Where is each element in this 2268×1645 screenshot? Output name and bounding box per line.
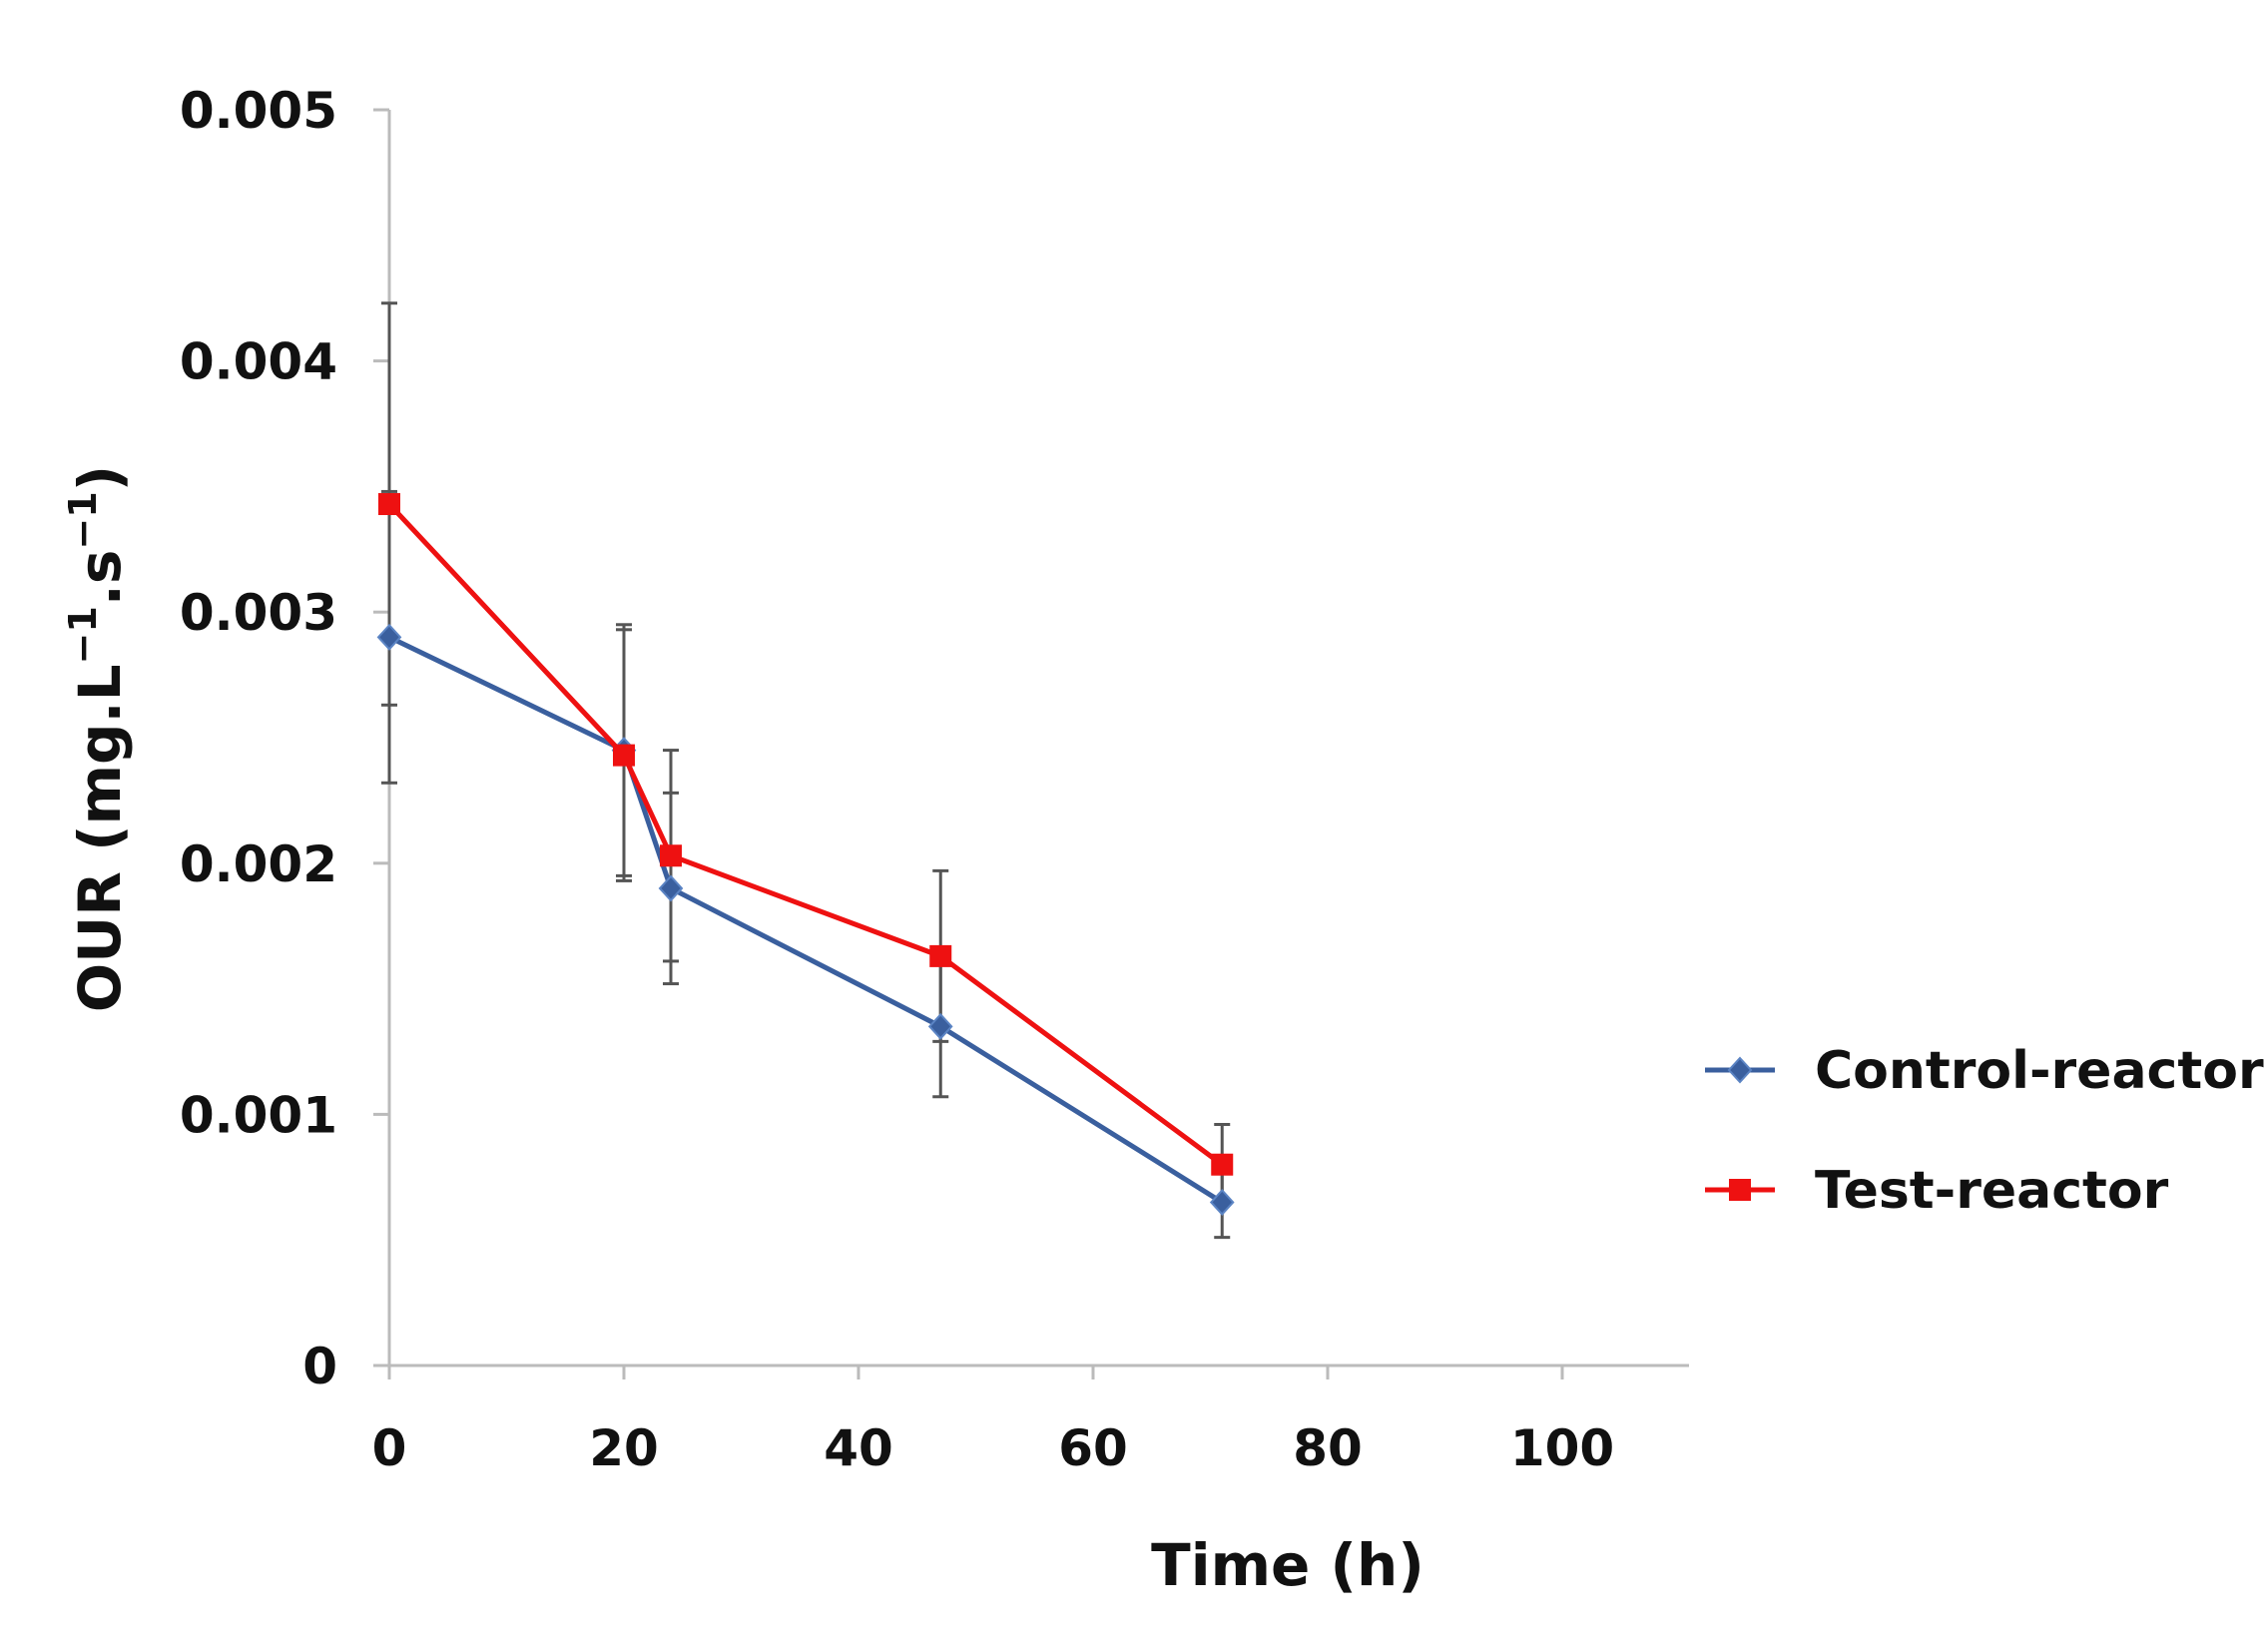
- y-tick-label: 0.004: [180, 333, 337, 391]
- y-axis-title-main: OUR (mg.L: [66, 664, 134, 1012]
- y-axis-title-end: ): [66, 465, 134, 492]
- y-tick-label: 0.003: [180, 584, 337, 642]
- axes: [373, 110, 1689, 1368]
- legend-label-test-reactor: Test-reactor: [1815, 1161, 2169, 1221]
- legend-marker-test-reactor: [1729, 1179, 1751, 1201]
- data-point-control-reactor: [376, 623, 402, 651]
- data-point-test-reactor: [378, 493, 400, 516]
- x-tick-label: 0: [372, 1419, 407, 1477]
- data-point-test-reactor: [660, 844, 682, 867]
- data-point-control-reactor: [658, 874, 684, 902]
- error-bars: [381, 301, 1231, 1240]
- data-point-control-reactor: [927, 1012, 953, 1040]
- y-axis-title-exp-1: −1: [61, 606, 105, 664]
- x-tick-label: 60: [1058, 1419, 1128, 1477]
- legend: Control-reactor Test-reactor: [1705, 1041, 2264, 1221]
- x-axis-title: Time (h): [1151, 1531, 1424, 1599]
- y-axis-title-group: OUR (mg.L−1.s−1): [61, 465, 134, 1012]
- y-tick-label: 0.002: [180, 835, 337, 893]
- x-tick-label: 40: [824, 1419, 893, 1477]
- y-tick-label: 0.001: [180, 1086, 337, 1144]
- legend-marker-control-reactor: [1727, 1056, 1753, 1084]
- data-point-test-reactor: [613, 744, 635, 767]
- x-tick-label: 80: [1293, 1419, 1363, 1477]
- y-axis-title-mid: .s: [66, 550, 134, 607]
- series-line-test-reactor: [387, 502, 1224, 1167]
- series-lines: [387, 502, 1224, 1205]
- y-tick-label: 0.005: [180, 82, 337, 140]
- y-axis-title-exp-2: −1: [61, 491, 105, 549]
- x-tick-label: 100: [1510, 1419, 1614, 1477]
- y-axis-title: OUR (mg.L−1.s−1): [61, 465, 134, 1012]
- data-point-test-reactor: [929, 944, 952, 967]
- x-tick-label: 20: [589, 1419, 659, 1477]
- y-tick-label: 0: [302, 1338, 337, 1395]
- series-markers: [376, 493, 1235, 1216]
- ticks: 0 20 40 60 80 100 0 0.001 0.002 0.003 0.004 0.005: [180, 82, 1614, 1477]
- legend-label-control-reactor: Control-reactor: [1815, 1041, 2264, 1101]
- data-point-test-reactor: [1211, 1153, 1234, 1176]
- data-point-control-reactor: [1209, 1188, 1235, 1216]
- series-line-control-reactor: [387, 635, 1224, 1205]
